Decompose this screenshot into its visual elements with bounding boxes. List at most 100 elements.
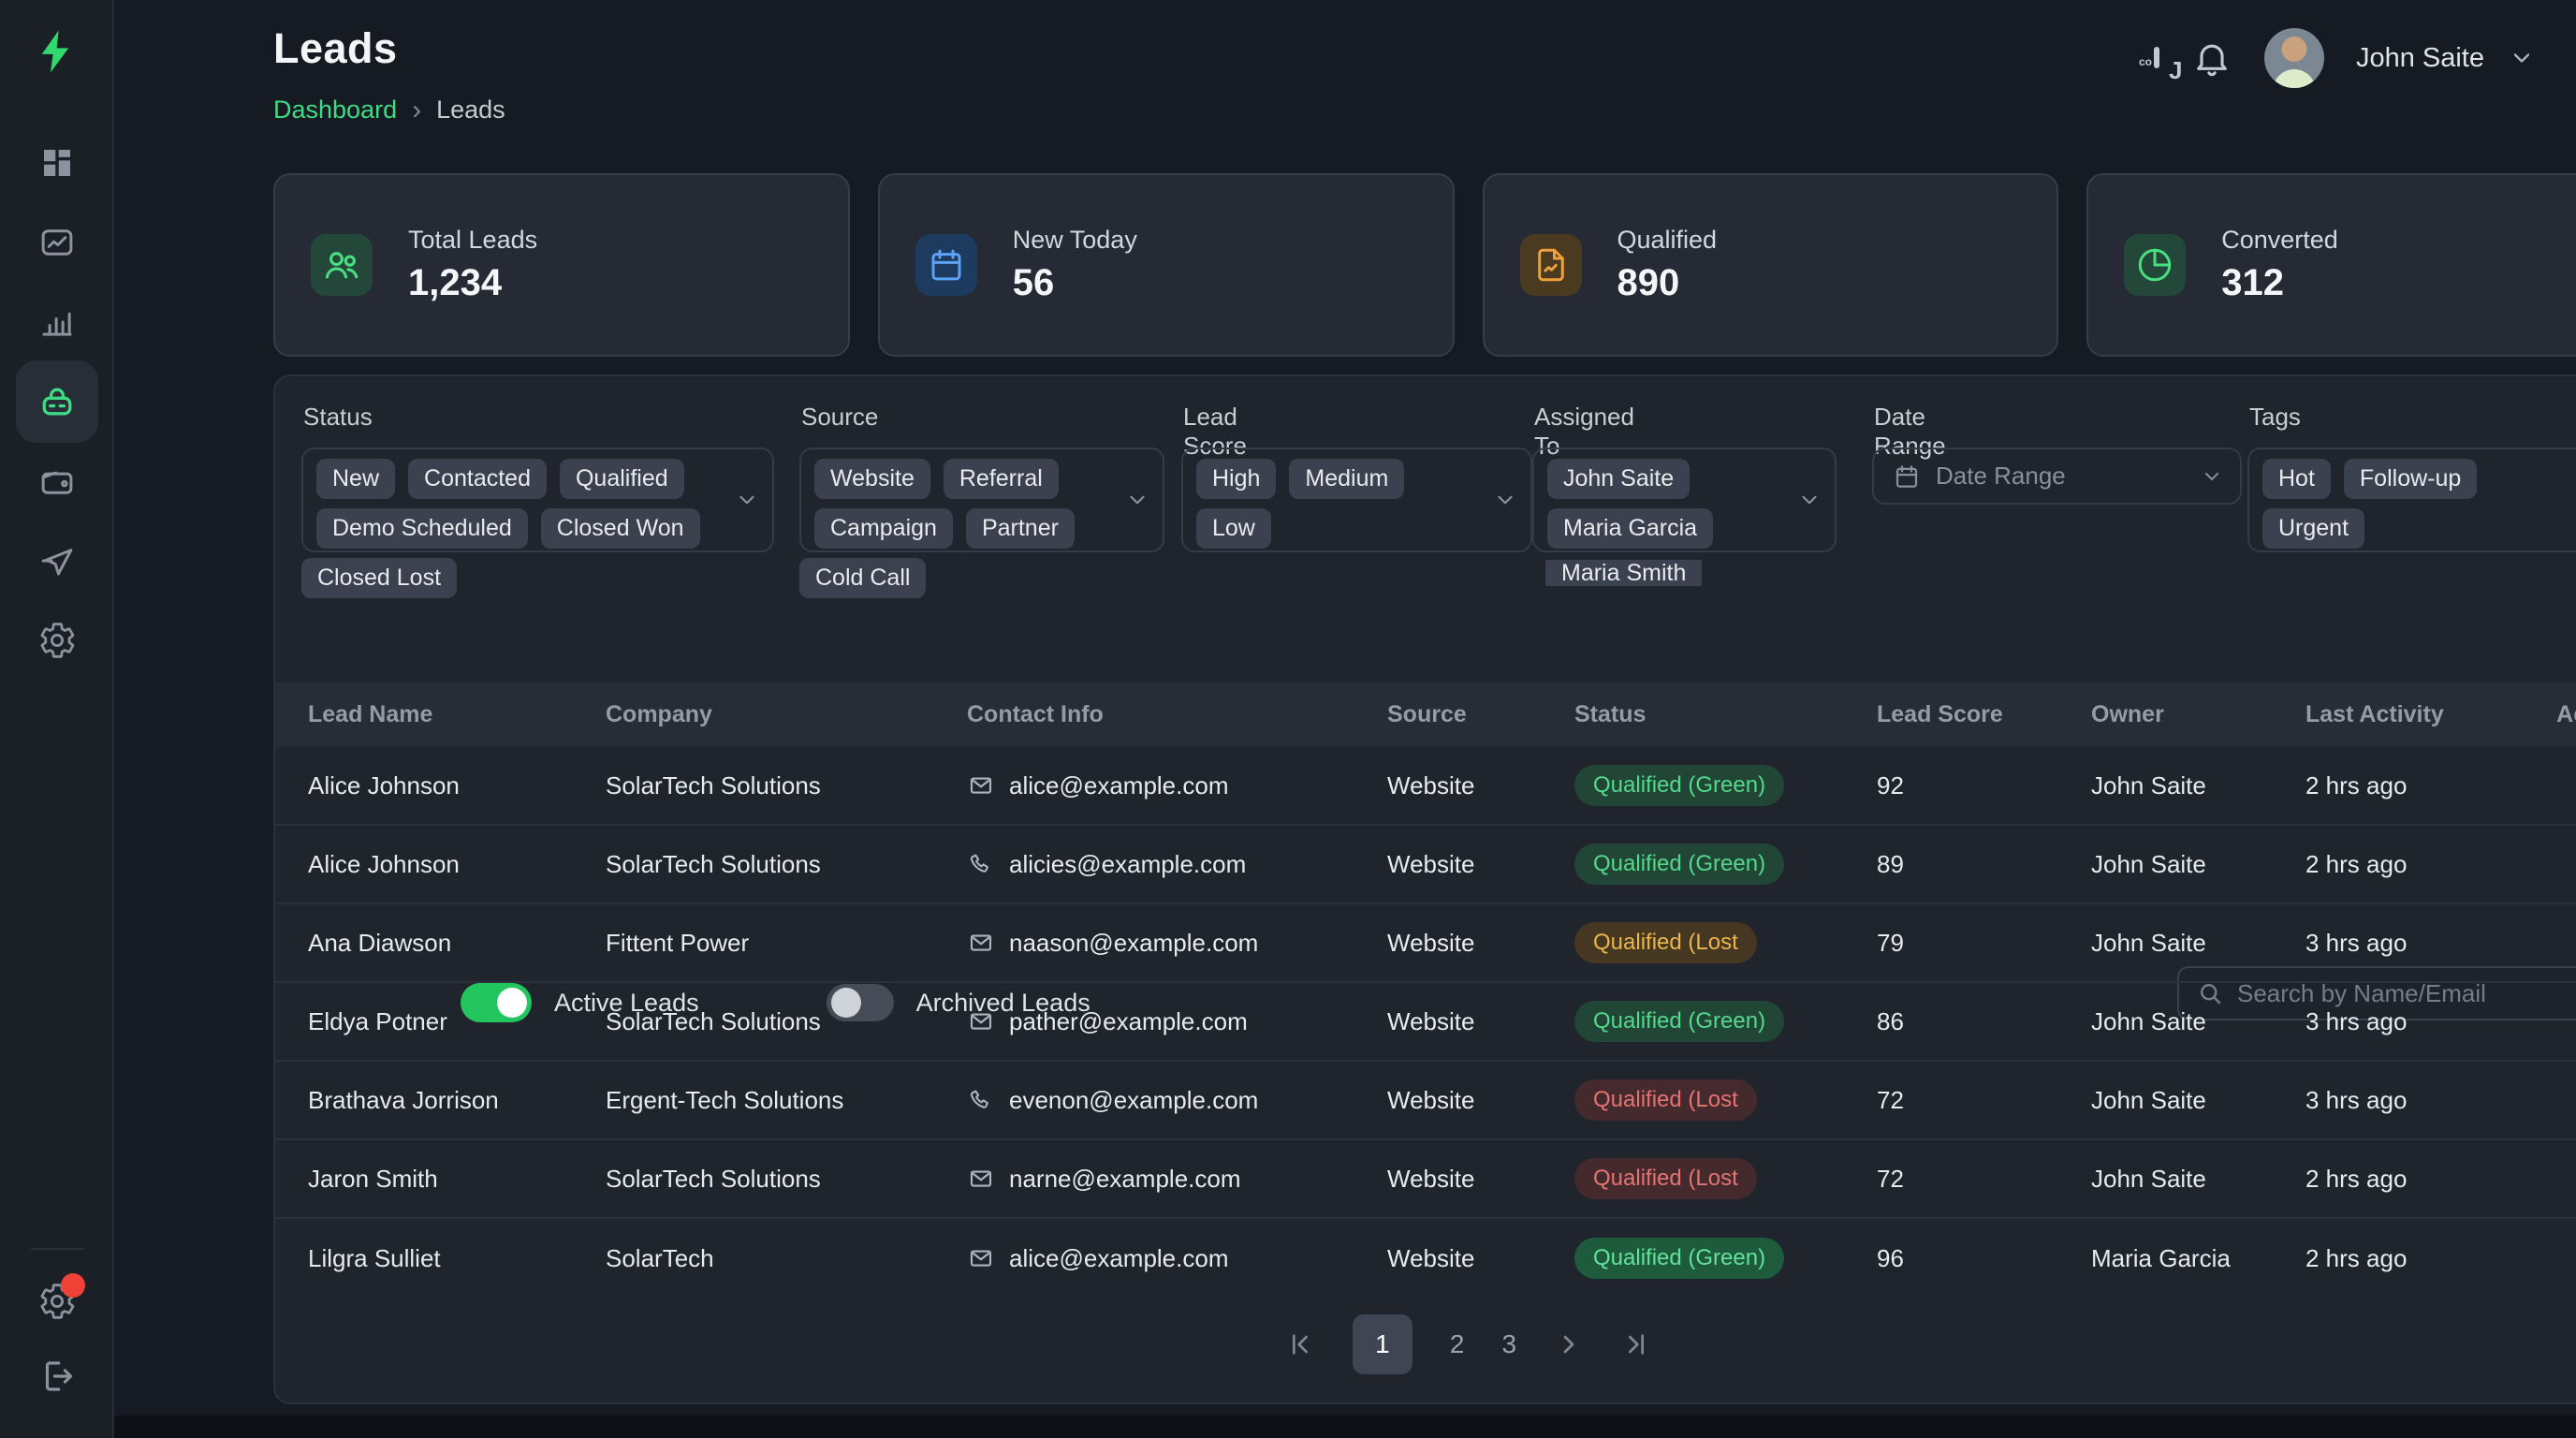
source: Website xyxy=(1387,1164,1475,1193)
sidebar-item-dashboard[interactable] xyxy=(16,122,98,204)
last-activity: 3 hrs ago xyxy=(2305,1085,2408,1114)
filter-chip[interactable]: Low xyxy=(1196,508,1271,549)
first-page-icon[interactable] xyxy=(1285,1329,1315,1359)
active-leads-toggle[interactable] xyxy=(461,983,532,1022)
source-filter-select[interactable]: Website Referral Campaign Partner xyxy=(799,448,1164,552)
company: Fittent Power xyxy=(606,928,750,957)
filter-chip[interactable]: Campaign xyxy=(814,508,953,549)
sidebar-item-automation[interactable] xyxy=(16,520,98,602)
column-header[interactable]: Lead Score xyxy=(1877,701,2003,727)
filter-chip[interactable]: Hot xyxy=(2262,459,2331,499)
notification-dot xyxy=(61,1273,85,1298)
source: Website xyxy=(1387,770,1475,800)
last-page-icon[interactable] xyxy=(1621,1329,1651,1359)
table-row[interactable]: Lilgra Sulliet SolarTech alice@example.c… xyxy=(275,1219,2576,1298)
company: SolarTech Solutions xyxy=(606,1006,821,1035)
filter-chip[interactable]: New xyxy=(316,459,396,499)
filter-chip[interactable]: Follow-up xyxy=(2343,459,2478,499)
filter-chip[interactable]: Urgent xyxy=(2262,508,2365,549)
column-header[interactable]: Status xyxy=(1574,701,1647,727)
wallet-icon xyxy=(37,462,77,501)
table-row[interactable]: Eldya Potner SolarTech Solutions pather@… xyxy=(275,983,2576,1062)
lead-score-filter-select[interactable]: High Medium Low xyxy=(1181,448,1532,552)
filter-chip[interactable]: Closed Lost xyxy=(301,558,458,598)
filter-chip[interactable]: Demo Scheduled xyxy=(316,508,528,549)
chevron-down-icon[interactable] xyxy=(2509,45,2535,71)
sidebar-item-settings-alerts[interactable] xyxy=(16,1260,98,1343)
phone-icon xyxy=(967,1086,995,1114)
status-badge: Qualified (Lost xyxy=(1574,1079,1757,1121)
next-page-icon[interactable] xyxy=(1554,1329,1584,1359)
filter-chip[interactable]: John Saite xyxy=(1547,459,1690,499)
column-header[interactable]: Lead Name xyxy=(308,701,433,727)
sidebar-item-leads[interactable] xyxy=(16,360,98,443)
status-filter-select[interactable]: New Contacted Qualified Demo Scheduled C… xyxy=(301,448,774,552)
filter-chip[interactable]: Closed Won xyxy=(540,508,700,549)
stat-card-converted: Converted 312 xyxy=(2086,173,2576,357)
stat-value: 56 xyxy=(1012,262,1055,303)
column-header[interactable]: Source xyxy=(1387,701,1467,727)
lead-score: 89 xyxy=(1877,849,1904,878)
archived-leads-toggle[interactable] xyxy=(826,984,894,1021)
filter-chip[interactable]: Referral xyxy=(943,459,1059,499)
toggle-row: Active Leads Archived Leads xyxy=(461,983,1090,1022)
sidebar-item-logout[interactable] xyxy=(16,1335,98,1417)
filter-chip[interactable]: Website xyxy=(814,459,930,499)
leads-panel: Status New Contacted Qualified Demo Sche… xyxy=(273,374,2576,1404)
column-header[interactable]: Last Activity xyxy=(2305,701,2444,727)
notifications-bell-icon[interactable] xyxy=(2191,37,2232,79)
filter-chip[interactable]: Partner xyxy=(965,508,1075,549)
filter-chip[interactable]: Cold Call xyxy=(799,558,927,598)
filter-chip[interactable]: High xyxy=(1196,459,1277,499)
company: SolarTech Solutions xyxy=(606,770,821,800)
filter-chip-clipped[interactable]: Maria Smith xyxy=(1545,560,1703,586)
contact-value: alicies@example.com xyxy=(1009,849,1247,878)
company: SolarTech xyxy=(606,1243,714,1272)
leads-table: Lead Name Company Contact Info Source St… xyxy=(275,682,2576,1298)
toggle-label: Archived Leads xyxy=(915,988,1090,1017)
filter-chip[interactable]: Medium xyxy=(1289,459,1405,499)
page-title: Leads xyxy=(273,24,398,72)
table-row[interactable]: Alice Johnson SolarTech Solutions alice@… xyxy=(275,747,2576,826)
status-badge: Qualified (Green) xyxy=(1574,1001,1785,1042)
pagination: 1 2 3 xyxy=(275,1314,2576,1374)
date-range-select[interactable]: Date Range xyxy=(1872,448,2242,505)
filter-chip[interactable]: Contacted xyxy=(408,459,547,499)
column-header[interactable]: Owner xyxy=(2091,701,2164,727)
tags-filter-select[interactable]: Hot Follow-up Urgent xyxy=(2247,448,2576,552)
chevron-down-icon xyxy=(735,488,759,512)
column-header[interactable]: Company xyxy=(606,701,712,727)
column-header[interactable]: Contact Info xyxy=(967,701,1104,727)
sidebar-item-wallet[interactable] xyxy=(16,440,98,522)
sidebar-item-settings[interactable] xyxy=(16,599,98,682)
user-menu[interactable]: John Saite xyxy=(2355,42,2484,73)
breadcrumb-dashboard-link[interactable]: Dashboard xyxy=(273,95,398,124)
table-row[interactable]: Ana Diawson Fittent Power naason@example… xyxy=(275,904,2576,983)
user-avatar[interactable] xyxy=(2263,28,2324,88)
sidebar-item-reports[interactable] xyxy=(16,281,98,363)
status-badge: Qualified (Green) xyxy=(1574,844,1785,885)
app-logo-bolt-icon[interactable] xyxy=(31,26,81,77)
owner: John Saite xyxy=(2091,1085,2206,1114)
filter-chip[interactable]: Qualified xyxy=(559,459,684,499)
table-row[interactable]: Jaron Smith SolarTech Solutions narne@ex… xyxy=(275,1140,2576,1219)
lead-score: 96 xyxy=(1877,1243,1904,1272)
lead-name: Ana Diawson xyxy=(308,928,452,957)
page-button-3[interactable]: 3 xyxy=(1501,1329,1517,1358)
page-button-1[interactable]: 1 xyxy=(1352,1314,1412,1374)
owner: John Saite xyxy=(2091,928,2206,957)
sidebar-item-analytics[interactable] xyxy=(16,201,98,284)
search-input[interactable] xyxy=(2237,978,2576,1008)
last-activity: 2 hrs ago xyxy=(2305,849,2408,878)
filter-chip[interactable]: Maria Garcia xyxy=(1547,508,1714,549)
owner: John Saite xyxy=(2091,1006,2206,1035)
page-button-2[interactable]: 2 xyxy=(1449,1329,1465,1358)
assigned-to-filter-select[interactable]: John Saite Maria Garcia xyxy=(1532,448,1837,552)
table-row[interactable]: Brathava Jorrison Ergent-Tech Solutions … xyxy=(275,1062,2576,1140)
table-row[interactable]: Alice Johnson SolarTech Solutions alicie… xyxy=(275,826,2576,904)
analytics-chart-icon xyxy=(37,223,77,262)
lead-name: Brathava Jorrison xyxy=(308,1085,499,1114)
phone-icon xyxy=(967,850,995,878)
